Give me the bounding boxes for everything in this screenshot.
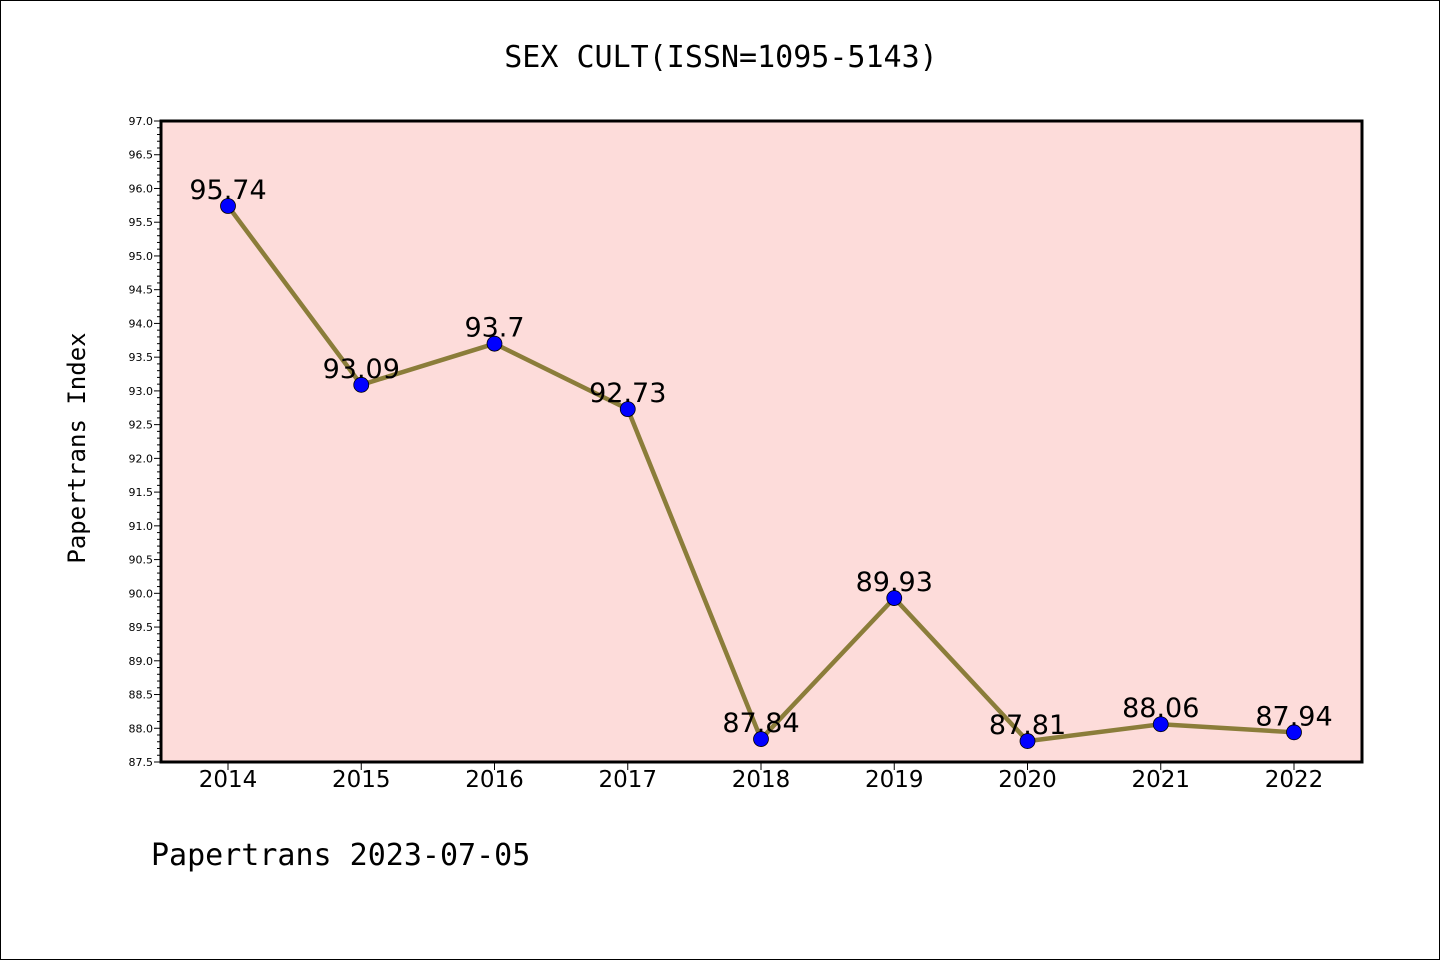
x-tick-label: 2020: [998, 767, 1057, 793]
chart-title: SEX CULT(ISSN=1095-5143): [504, 40, 937, 75]
y-tick-label: 89.0: [129, 655, 154, 668]
footer-text: Papertrans 2023-07-05: [151, 838, 530, 873]
y-tick-label: 94.0: [129, 317, 154, 330]
y-tick-label: 90.5: [129, 554, 154, 567]
y-tick-label: 96.0: [129, 182, 154, 195]
y-tick-label: 91.5: [129, 486, 154, 499]
y-tick-label: 95.5: [129, 216, 154, 229]
y-tick-label: 94.5: [129, 284, 154, 297]
plot-border: [159, 119, 1364, 764]
data-labels: 95.74 93.09 93.7 92.73 87.84 89.93 87.81 88.06 8…: [189, 175, 1332, 741]
data-point: [1019, 733, 1036, 749]
data-point: [619, 401, 636, 418]
data-label: 87.81: [989, 710, 1066, 741]
data-point: [753, 731, 769, 747]
x-tick-label: 2018: [732, 767, 791, 793]
data-point: [353, 376, 370, 393]
y-tick-label: 90.0: [129, 587, 154, 600]
y-tick-label: 92.0: [129, 452, 154, 465]
data-label: 95.74: [189, 175, 266, 206]
y-tick-label: 89.5: [129, 621, 154, 634]
x-tick-label: 2017: [598, 767, 657, 793]
data-label: 92.73: [589, 378, 666, 409]
data-point: [1286, 724, 1302, 741]
y-axis-ticks: 87.5 88.0 88.5 89.0 89.5 90.0 90.5 91.0 91.5 92.0…: [129, 115, 161, 769]
data-label: 93.09: [323, 354, 400, 385]
y-axis-label: Papertrans Index: [63, 332, 91, 563]
data-label: 93.7: [464, 313, 524, 344]
x-axis-ticks: 2014 2015 2016 2017 2018 2019 2020 2021 2022: [199, 762, 1324, 793]
data-point: [886, 590, 903, 606]
y-tick-label: 88.5: [129, 689, 154, 702]
y-tick-label: 87.5: [129, 756, 154, 769]
x-tick-label: 2021: [1131, 767, 1190, 793]
data-point: [220, 198, 236, 214]
y-tick-label: 92.5: [129, 419, 154, 432]
y-tick-label: 93.0: [129, 385, 154, 398]
data-label: 89.93: [856, 567, 933, 598]
data-label: 88.06: [1122, 693, 1199, 724]
plot-area: [161, 121, 1362, 762]
y-tick-label: 96.5: [129, 149, 154, 162]
data-point: [486, 335, 503, 352]
y-tick-label: 91.0: [129, 520, 154, 533]
y-tick-label: 95.0: [129, 250, 154, 263]
y-tick-label: 88.0: [129, 722, 154, 735]
data-label: 87.84: [722, 708, 799, 739]
x-tick-label: 2016: [465, 767, 524, 793]
y-tick-label: 97.0: [129, 115, 154, 128]
series-markers: [220, 198, 1302, 749]
data-point: [1152, 716, 1169, 733]
x-tick-label: 2014: [199, 767, 258, 793]
x-tick-label: 2019: [865, 767, 924, 793]
x-tick-label: 2015: [332, 767, 391, 793]
x-tick-label: 2022: [1265, 767, 1324, 793]
data-label: 87.94: [1255, 701, 1332, 732]
y-tick-label: 93.5: [129, 351, 154, 364]
